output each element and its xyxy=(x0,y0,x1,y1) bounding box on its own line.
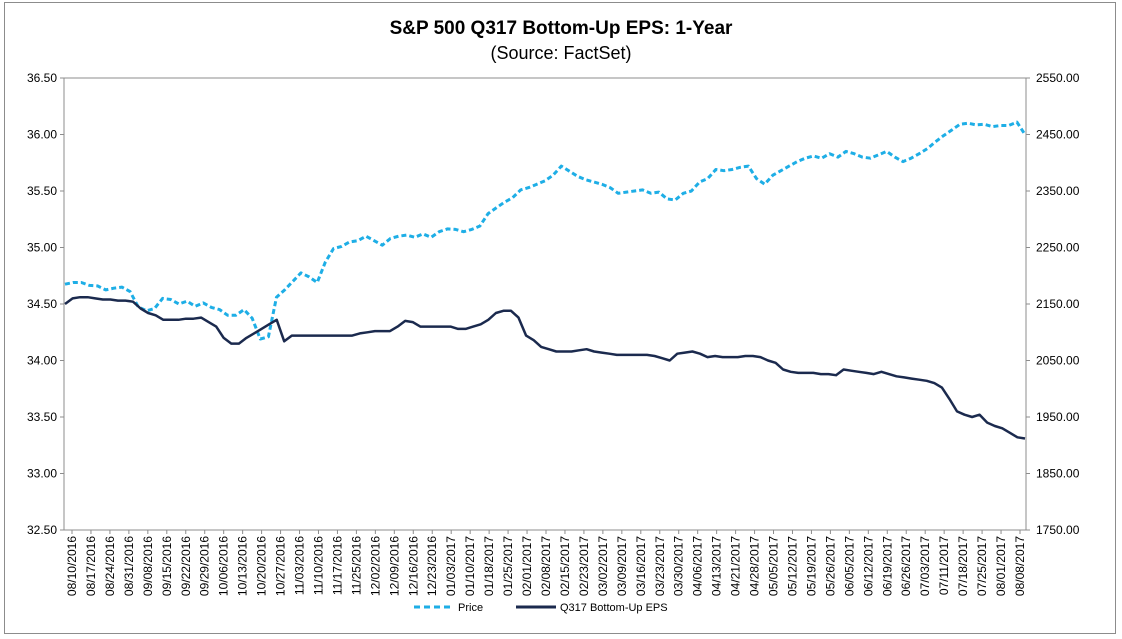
x-tick-label: 09/29/2016 xyxy=(198,536,212,596)
left-tick-label: 35.50 xyxy=(27,184,57,198)
left-y-axis: 32.50 33.00 33.50 34.00 34.50 35.00 35.50 36.00… xyxy=(27,71,64,537)
left-tick-label: 33.50 xyxy=(27,410,57,424)
x-tick-label: 12/02/2016 xyxy=(368,536,382,596)
x-tick-label: 05/19/2017 xyxy=(804,536,818,596)
right-tick-label: 2550.00 xyxy=(1036,71,1080,85)
right-tick-label: 1950.00 xyxy=(1036,410,1080,424)
x-tick-label: 02/01/2017 xyxy=(520,536,534,596)
x-tick-label: 01/25/2017 xyxy=(501,536,515,596)
x-tick-label: 07/25/2017 xyxy=(975,536,989,596)
left-tick-label: 32.50 xyxy=(27,523,57,537)
x-tick-label: 11/03/2016 xyxy=(293,536,307,595)
x-tick-label: 03/09/2017 xyxy=(615,536,629,596)
right-tick-label: 2150.00 xyxy=(1036,297,1080,311)
x-tick-label: 06/05/2017 xyxy=(842,536,856,596)
x-tick-label: 06/19/2017 xyxy=(880,536,894,596)
left-tick-label: 34.00 xyxy=(27,354,57,368)
x-tick-label: 02/15/2017 xyxy=(558,536,572,596)
series-group xyxy=(64,120,1027,440)
x-tick-label: 05/05/2017 xyxy=(767,536,781,596)
eps-series-line xyxy=(64,295,1026,440)
x-tick-label: 08/31/2016 xyxy=(122,536,136,596)
left-tick-label: 36.50 xyxy=(27,71,57,85)
x-tick-label: 03/16/2017 xyxy=(634,536,648,596)
x-tick-label: 08/01/2017 xyxy=(994,536,1008,596)
right-y-axis: 1750.00 1850.00 1950.00 2050.00 2150.00 2250.… xyxy=(1026,71,1080,537)
x-tick-label: 01/10/2017 xyxy=(463,536,477,596)
x-tick-label: 10/13/2016 xyxy=(236,536,250,596)
x-tick-label: 12/16/2016 xyxy=(406,536,420,596)
x-tick-label: 11/17/2016 xyxy=(330,536,344,595)
x-tick-label: 03/02/2017 xyxy=(596,536,610,596)
x-axis: 08/10/2016 08/17/2016 08/24/2016 08/31/2016… xyxy=(65,530,1027,596)
x-tick-label: 08/08/2017 xyxy=(1013,536,1027,596)
x-tick-label: 07/03/2017 xyxy=(918,536,932,596)
x-tick-label: 11/10/2016 xyxy=(311,536,325,595)
left-tick-label: 36.00 xyxy=(27,128,57,142)
x-tick-label: 07/18/2017 xyxy=(956,536,970,596)
x-tick-label: 01/18/2017 xyxy=(482,536,496,596)
price-series-line xyxy=(64,120,1027,341)
right-tick-label: 2450.00 xyxy=(1036,128,1080,142)
x-tick-label: 10/06/2016 xyxy=(217,536,231,596)
x-tick-label: 06/26/2017 xyxy=(899,536,913,596)
x-tick-label: 04/21/2017 xyxy=(729,536,743,596)
right-tick-label: 1850.00 xyxy=(1036,467,1080,481)
x-tick-label: 04/13/2017 xyxy=(710,536,724,596)
x-tick-label: 08/24/2016 xyxy=(103,536,117,596)
chart-subtitle: (Source: FactSet) xyxy=(490,43,632,63)
plot-area xyxy=(63,77,1027,531)
x-tick-label: 03/30/2017 xyxy=(672,536,686,596)
x-tick-label: 06/12/2017 xyxy=(861,536,875,596)
right-tick-label: 2350.00 xyxy=(1036,184,1080,198)
x-tick-label: 04/28/2017 xyxy=(748,536,762,596)
right-tick-label: 2050.00 xyxy=(1036,354,1080,368)
chart-title: S&P 500 Q317 Bottom-Up EPS: 1-Year xyxy=(389,18,733,39)
left-tick-label: 33.00 xyxy=(27,467,57,481)
x-tick-label: 05/12/2017 xyxy=(785,536,799,596)
x-tick-label: 02/23/2017 xyxy=(577,536,591,596)
x-tick-label: 10/27/2016 xyxy=(274,536,288,596)
legend: Price Q317 Bottom-Up EPS xyxy=(414,602,668,614)
x-tick-label: 12/09/2016 xyxy=(387,536,401,596)
right-tick-label: 1750.00 xyxy=(1036,523,1080,537)
legend-price-label: Price xyxy=(458,602,483,614)
x-tick-label: 05/26/2017 xyxy=(823,536,837,596)
x-tick-label: 09/15/2016 xyxy=(160,536,174,596)
x-tick-label: 02/08/2017 xyxy=(539,536,553,596)
x-tick-label: 10/20/2016 xyxy=(255,536,269,596)
x-tick-label: 01/03/2017 xyxy=(444,536,458,596)
x-tick-label: 07/11/2017 xyxy=(937,536,951,595)
x-tick-label: 03/23/2017 xyxy=(653,536,667,596)
x-tick-label: 04/06/2017 xyxy=(691,536,705,596)
x-tick-label: 08/17/2016 xyxy=(84,536,98,596)
x-tick-label: 08/10/2016 xyxy=(65,536,79,596)
legend-eps-label: Q317 Bottom-Up EPS xyxy=(560,602,668,614)
x-tick-label: 09/08/2016 xyxy=(141,536,155,596)
x-tick-label: 11/25/2016 xyxy=(349,536,363,595)
x-tick-label: 09/22/2016 xyxy=(179,536,193,596)
left-tick-label: 34.50 xyxy=(27,297,57,311)
right-tick-label: 2250.00 xyxy=(1036,241,1080,255)
left-tick-label: 35.00 xyxy=(27,241,57,255)
x-tick-label: 12/23/2016 xyxy=(425,536,439,596)
